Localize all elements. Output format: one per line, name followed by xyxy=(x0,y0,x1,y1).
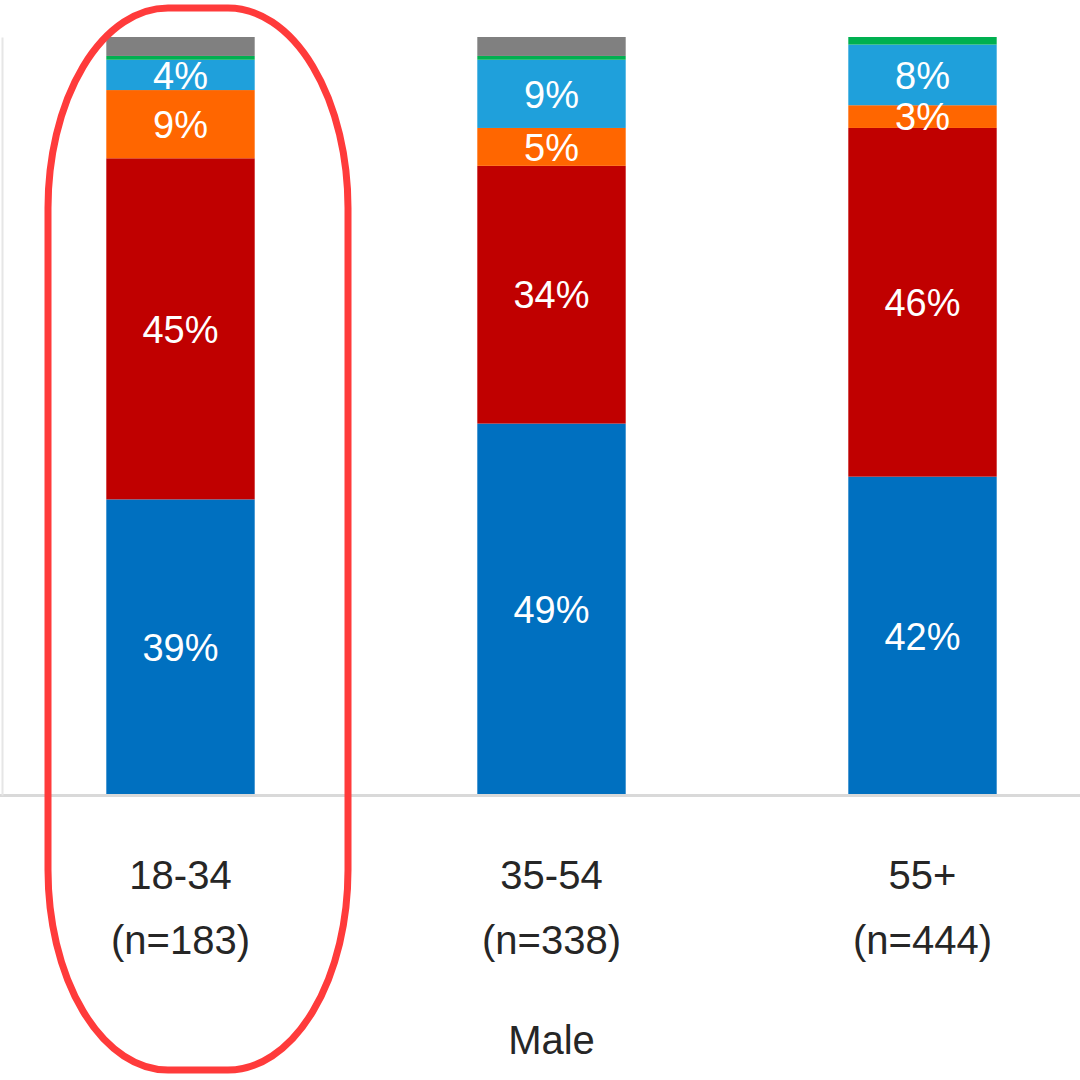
x-tick-label-line: 55+ xyxy=(889,853,957,897)
data-label: 49% xyxy=(513,589,589,631)
x-tick: 35-54 (n=338) xyxy=(482,853,621,962)
data-label: 9% xyxy=(524,74,579,116)
x-tick-label: 35-54 (n=338) xyxy=(482,853,621,962)
data-labels: 39% 49% 42% 45% 34% 46% 9% 5% 3% 4% 9% 8% xyxy=(142,55,960,669)
bar-segment xyxy=(477,37,625,56)
data-label: 4% xyxy=(153,55,208,97)
data-label: 34% xyxy=(513,274,589,316)
data-label: 39% xyxy=(142,627,218,669)
x-tick-label-line: (n=338) xyxy=(482,918,621,962)
bar-segment xyxy=(106,90,254,158)
x-axis: 18-34 (n=183) 35-54 (n=338) 55+ (n=444) xyxy=(0,796,1080,963)
x-tick: 18-34 (n=183) xyxy=(111,853,250,962)
y-axis-line xyxy=(2,38,4,796)
bar-segment xyxy=(477,56,625,60)
series-4 xyxy=(106,37,996,60)
y-axis xyxy=(2,38,3,796)
x-tick-label-line: (n=444) xyxy=(853,918,992,962)
bar-segment xyxy=(106,499,254,795)
bar-segment xyxy=(848,37,996,38)
data-label: 9% xyxy=(153,104,208,146)
data-label: 46% xyxy=(884,282,960,324)
highlight-outline xyxy=(48,8,348,1070)
bars xyxy=(106,37,996,795)
x-tick-label-line: (n=183) xyxy=(111,918,250,962)
bar-segment xyxy=(848,37,996,45)
x-tick-label-line: 18-34 xyxy=(129,853,231,897)
bar-segment xyxy=(477,60,625,128)
x-tick-label: 18-34 (n=183) xyxy=(111,853,250,962)
bar-segment xyxy=(477,424,625,795)
data-label: 42% xyxy=(884,616,960,658)
data-label: 3% xyxy=(895,96,950,138)
series-5 xyxy=(106,37,625,56)
bar-segment xyxy=(848,477,996,795)
x-axis-line xyxy=(0,794,1080,797)
x-tick-label: 55+ (n=444) xyxy=(853,853,992,962)
bar-segment xyxy=(848,128,996,477)
bar-segment xyxy=(848,45,996,106)
series-1 xyxy=(106,128,996,499)
data-label: 5% xyxy=(524,127,579,169)
x-tick: 55+ (n=444) xyxy=(853,853,992,962)
data-label: 8% xyxy=(895,55,950,97)
bar-segment xyxy=(106,158,254,499)
chart: 18-34 (n=183) 35-54 (n=338) 55+ (n=444) 39% 49%… xyxy=(0,0,1080,1080)
series-3 xyxy=(106,45,996,128)
x-tick-label-line: 35-54 xyxy=(500,853,602,897)
x-axis-title: Male xyxy=(508,1018,595,1062)
bar-segment xyxy=(477,166,625,424)
bar-segment xyxy=(106,37,254,56)
background xyxy=(0,0,1080,1080)
data-label: 45% xyxy=(142,309,218,351)
